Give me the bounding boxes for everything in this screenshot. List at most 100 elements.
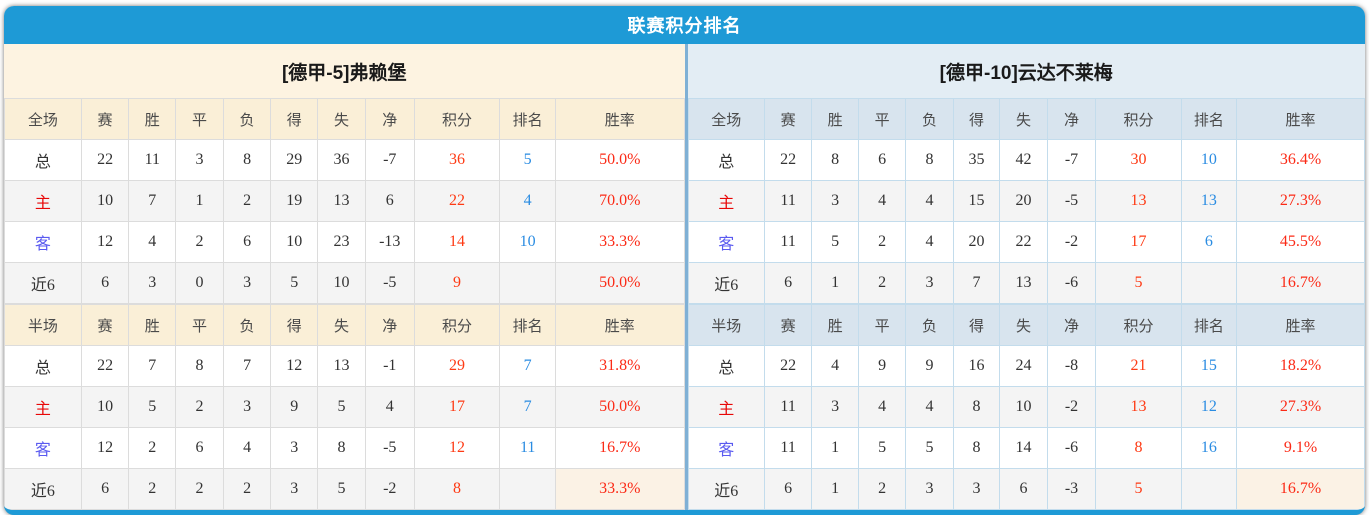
stat-cell: 2 — [222, 180, 272, 222]
stat-cell: 4 — [857, 180, 907, 222]
points-cell: 5 — [1095, 262, 1182, 304]
rank-cell — [1180, 262, 1238, 304]
league-standings-widget: 联赛积分排名 [德甲-5] 弗赖堡 全场赛胜平负得失净积分 排名 胜率总 22 11 3 8 2… — [4, 6, 1365, 515]
column-header: 平 — [175, 304, 224, 346]
stat-cell: 35 — [952, 139, 1001, 181]
stat-cell: 3 — [270, 468, 319, 510]
win-rate-cell: 70.0% — [555, 180, 685, 222]
stat-cell: 12 — [80, 221, 130, 263]
stat-cell: 22 — [763, 139, 813, 181]
stat-cell: 20 — [952, 221, 1001, 263]
column-header: 得 — [952, 304, 1001, 346]
stat-cell: 4 — [905, 386, 954, 428]
table-row: 主 10 7 1 2 19 13 6 22 4 70.0% — [4, 180, 685, 222]
column-header: 积分 — [413, 304, 501, 346]
column-header: 负 — [905, 98, 954, 140]
stat-cell: 8 — [811, 139, 859, 181]
column-header-row: 全场赛胜平负得失净积分 排名 胜率 — [4, 98, 685, 140]
stat-cell: 13 — [999, 262, 1048, 304]
stat-cell: 10 — [317, 262, 366, 304]
table-row: 近6 6 1 2 3 3 6 -3 5 16.7% — [687, 468, 1365, 510]
points-cell: 30 — [1095, 139, 1182, 181]
team-name: 云达不莱梅 — [1017, 62, 1113, 84]
stat-cell: 22 — [763, 345, 813, 387]
stat-cell: -8 — [1046, 345, 1097, 387]
points-cell: 9 — [413, 262, 501, 304]
stat-cell: 3 — [222, 386, 272, 428]
column-header: 平 — [175, 98, 224, 140]
stat-cell: 6 — [857, 139, 907, 181]
stat-cell: -3 — [1046, 468, 1097, 510]
stat-cell: 14 — [999, 427, 1048, 469]
table-row: 总 22 8 6 8 35 42 -7 30 10 36.4% — [687, 139, 1365, 181]
column-header: 赛 — [80, 304, 130, 346]
team-league-rank: [德甲-5] — [281, 62, 350, 84]
scope-header: 半场 — [4, 304, 82, 346]
table-row: 客 11 1 5 5 8 14 -6 8 16 9.1% — [687, 427, 1365, 469]
stat-cell: 22 — [80, 139, 130, 181]
column-header: 排名 — [499, 98, 557, 140]
stat-cell: -6 — [1046, 427, 1097, 469]
rank-cell: 12 — [1180, 386, 1238, 428]
stat-cell: 2 — [222, 468, 272, 510]
full-time-table-left: 全场赛胜平负得失净积分 排名 胜率总 22 11 3 8 29 36 -7 36 5 50.0% 主 10 7… — [4, 98, 685, 304]
table-row: 主 10 5 2 3 9 5 4 17 7 50.0% — [4, 386, 685, 428]
stat-cell: 4 — [905, 180, 954, 222]
row-label: 客 — [4, 221, 82, 263]
column-header: 净 — [1046, 304, 1097, 346]
full-time-table-right: 全场赛胜平负得失净积分 排名 胜率总 22 8 6 8 35 42 -7 30 10 36.4% 主 11 3… — [687, 98, 1366, 304]
stat-cell: -2 — [1046, 221, 1097, 263]
stat-cell: 4 — [811, 345, 859, 387]
row-label: 总 — [4, 139, 82, 181]
column-header: 胜 — [811, 304, 859, 346]
stat-cell: -5 — [364, 427, 415, 469]
stat-cell: 6 — [80, 468, 130, 510]
column-header: 负 — [222, 98, 272, 140]
win-rate-cell: 16.7% — [555, 427, 685, 469]
scope-header: 全场 — [687, 98, 765, 140]
column-header: 平 — [857, 304, 907, 346]
stat-cell: 2 — [128, 468, 177, 510]
points-cell: 13 — [1095, 386, 1182, 428]
rank-cell: 16 — [1180, 427, 1238, 469]
stat-cell: -5 — [1046, 180, 1097, 222]
table-row: 总 22 7 8 7 12 13 -1 29 7 31.8% — [4, 345, 685, 387]
stat-cell: 13 — [317, 180, 366, 222]
column-header: 胜率 — [555, 98, 685, 140]
points-cell: 29 — [413, 345, 501, 387]
rank-cell: 4 — [499, 180, 557, 222]
stat-cell: 5 — [905, 427, 954, 469]
column-header: 失 — [999, 304, 1048, 346]
stat-cell: -7 — [364, 139, 415, 181]
stat-cell: 3 — [222, 262, 272, 304]
column-header: 胜 — [128, 98, 177, 140]
stat-cell: 11 — [128, 139, 177, 181]
column-header: 赛 — [763, 304, 813, 346]
column-header: 失 — [317, 304, 366, 346]
half-time-table-right: 半场赛胜平负得失净积分 排名 胜率总 22 4 9 9 16 24 -8 21 15 18.2% 主 11 3… — [687, 304, 1366, 510]
win-rate-cell: 50.0% — [555, 262, 685, 304]
points-cell: 12 — [413, 427, 501, 469]
row-label: 总 — [4, 345, 82, 387]
stat-cell: 19 — [270, 180, 319, 222]
column-header: 胜 — [128, 304, 177, 346]
points-cell: 8 — [413, 468, 501, 510]
stat-cell: 13 — [317, 345, 366, 387]
row-label: 近6 — [4, 468, 82, 510]
stat-cell: 6 — [763, 262, 813, 304]
stat-cell: 23 — [317, 221, 366, 263]
column-header: 负 — [905, 304, 954, 346]
stat-cell: 10 — [999, 386, 1048, 428]
column-header: 胜 — [811, 98, 859, 140]
row-label: 客 — [4, 427, 82, 469]
stat-cell: 6 — [222, 221, 272, 263]
stat-cell: 8 — [952, 386, 1001, 428]
rank-cell — [1180, 468, 1238, 510]
stat-cell: 1 — [811, 468, 859, 510]
panel-team-left: [德甲-5] 弗赖堡 全场赛胜平负得失净积分 排名 胜率总 22 11 3 8 29 36 -7 36… — [4, 44, 685, 510]
stat-cell: 12 — [80, 427, 130, 469]
stat-cell: 8 — [317, 427, 366, 469]
column-header: 净 — [364, 304, 415, 346]
stat-cell: -6 — [1046, 262, 1097, 304]
stat-cell: 7 — [128, 345, 177, 387]
